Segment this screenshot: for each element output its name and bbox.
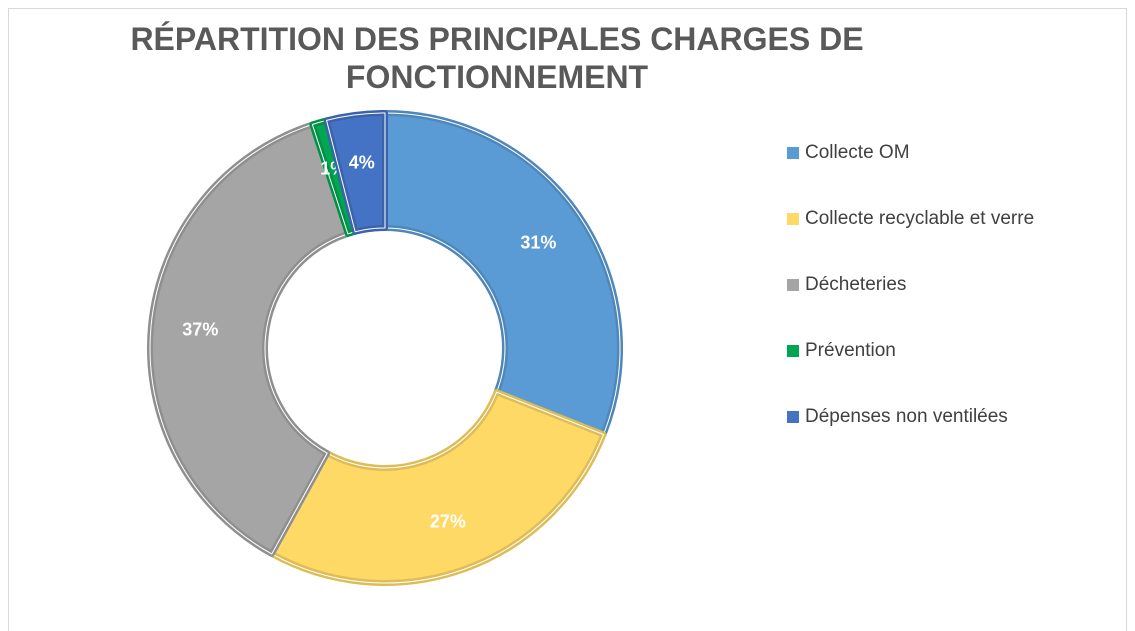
chart-title: RÉPARTITION DES PRINCIPALES CHARGES DE F… — [130, 21, 864, 95]
legend-label: Collecte OM — [805, 142, 910, 163]
legend-swatch — [787, 147, 799, 159]
chart-border — [8, 8, 1127, 631]
legend-label: Décheteries — [805, 274, 906, 295]
legend-swatch — [787, 213, 799, 225]
legend-label: Prévention — [805, 340, 896, 361]
segment-separator — [384, 112, 621, 436]
legend-swatch — [787, 345, 799, 357]
data-label: 37% — [182, 319, 218, 339]
segment-separator — [149, 123, 349, 555]
data-label: 31% — [520, 232, 556, 252]
legend-swatch — [787, 279, 799, 291]
legend-label: Collecte recyclable et verre — [805, 208, 1034, 229]
donut-segment — [382, 110, 623, 438]
legend-swatch — [787, 411, 799, 423]
segment-separator — [325, 112, 386, 233]
data-label: 4% — [349, 153, 375, 173]
donut-segment — [268, 389, 607, 586]
legend-label: Dépenses non ventilées — [805, 406, 1008, 427]
segment-separator — [271, 391, 605, 584]
data-label: 27% — [430, 511, 466, 531]
